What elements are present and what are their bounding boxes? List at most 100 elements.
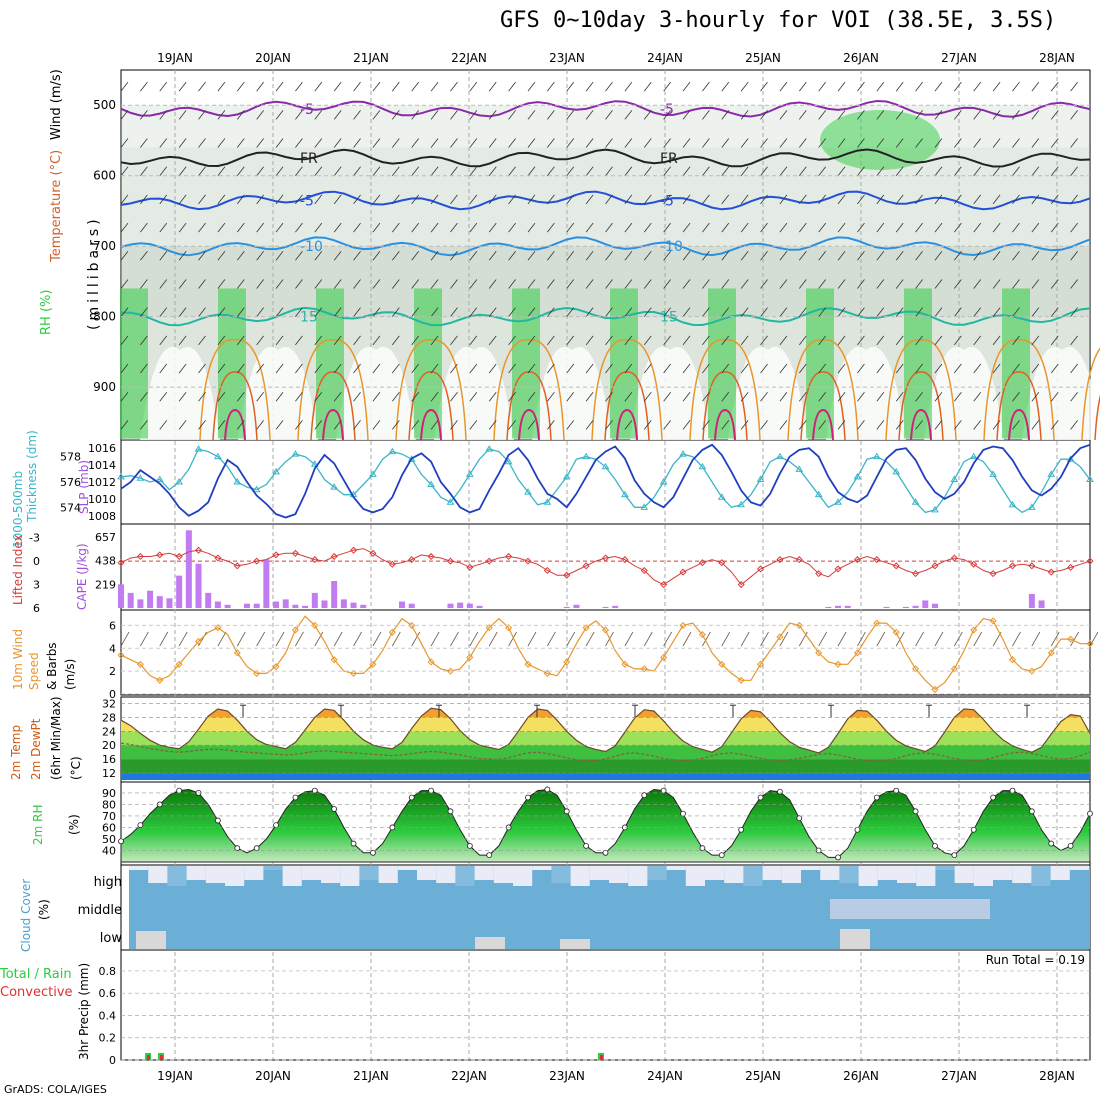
- wind-barb: [527, 307, 536, 317]
- wind-barb: [876, 307, 885, 317]
- wind-speed-point: [873, 619, 881, 627]
- wind-barb: [469, 222, 478, 233]
- wind-barb: [643, 251, 652, 261]
- wind-barb: [411, 307, 420, 317]
- panel-frame-precip: [120, 949, 1091, 1061]
- rh2m-point: [214, 817, 221, 824]
- wind-barb: [353, 363, 361, 374]
- wind-barb: [992, 251, 1001, 261]
- wind-barb: [585, 194, 594, 205]
- wind-barb: [663, 307, 671, 317]
- wind-barb: [469, 335, 478, 346]
- wind-barb: [643, 81, 652, 92]
- cape-bar: [602, 606, 609, 608]
- lifted-index-point: [446, 557, 454, 565]
- wind-barb: [973, 251, 982, 261]
- isotherm-label: 15: [300, 310, 318, 326]
- temp-color-band: [121, 745, 1090, 760]
- wind-barb: [954, 420, 962, 430]
- wind-barb: [1031, 307, 1040, 317]
- wind10-barb: [391, 631, 401, 647]
- wind-barb: [411, 363, 420, 374]
- wind-barb: [450, 420, 458, 430]
- date-label-bottom: 28JAN: [1039, 1069, 1075, 1083]
- wind-barb: [469, 166, 478, 176]
- cloud-high-gap: [378, 866, 398, 883]
- wind-barb: [876, 391, 885, 402]
- wind10-barb: [488, 631, 498, 647]
- wind-barb: [1070, 420, 1078, 430]
- thickness-point: [872, 452, 881, 460]
- wind-barb: [895, 420, 904, 430]
- wind-barb: [1031, 391, 1040, 402]
- rh2m-tick: 90: [102, 787, 116, 800]
- rh2m-point: [854, 826, 861, 833]
- wind-barb: [895, 166, 904, 176]
- thickness-axis-label: Thickness (dm): [25, 430, 39, 523]
- wind-barb: [779, 251, 788, 261]
- wind-barb: [1070, 335, 1078, 346]
- wind10-barb: [1070, 631, 1079, 647]
- wind-barb: [217, 110, 226, 120]
- temp-color-band: [121, 759, 1090, 774]
- rh2m-point: [408, 794, 415, 801]
- temp-tick: 12: [102, 767, 116, 780]
- rh2m-point: [583, 842, 590, 849]
- wind-barb: [566, 335, 575, 346]
- wind-barb: [643, 110, 652, 120]
- wind10-axis-label: & Barbs: [45, 642, 59, 690]
- cloud-high-gap: [954, 866, 974, 883]
- wind10-barb: [1050, 631, 1060, 647]
- cloud-high-gap: [647, 866, 667, 880]
- wind-barb: [236, 222, 245, 233]
- wind-barb: [682, 194, 691, 205]
- rh2m-tick: 70: [102, 810, 116, 823]
- dry-tongue: [728, 346, 808, 440]
- wind-barb: [178, 251, 187, 261]
- wind-barb: [488, 166, 497, 176]
- wind-speed-point: [388, 628, 396, 636]
- wind-speed-point: [272, 663, 280, 671]
- cape-bar: [243, 603, 250, 608]
- thickness-point: [989, 470, 997, 477]
- wind-barb: [643, 391, 652, 402]
- cloud-axis-label: Cloud Cover: [19, 879, 33, 952]
- wind-barb: [430, 363, 439, 374]
- wind-barb: [120, 194, 129, 205]
- lifted-index-point: [330, 552, 338, 560]
- cape-bar: [195, 563, 202, 608]
- rh2m-point: [777, 788, 783, 795]
- wind-barb: [740, 251, 749, 261]
- wind-barb: [992, 194, 1001, 205]
- wind-barb: [663, 166, 671, 176]
- cape-tick: 657: [95, 531, 116, 544]
- cloud-high-gap: [993, 866, 1013, 880]
- wind-barb: [256, 110, 264, 120]
- lifted-index-point: [388, 560, 396, 568]
- rh-moist-column: [806, 288, 834, 439]
- wind-barb: [605, 363, 613, 374]
- credit-text: GrADS: COLA/IGES: [4, 1083, 107, 1096]
- cloud-high-gap: [973, 866, 993, 886]
- cape-bar: [883, 606, 890, 608]
- cape-bar: [205, 592, 212, 608]
- rh-moist-column: [1002, 288, 1030, 439]
- rh2m-axis-label: (%): [67, 814, 81, 835]
- isotherm-line: [120, 99, 1091, 118]
- wind-barb: [702, 335, 710, 346]
- wind-barb: [585, 363, 594, 374]
- wind-barb: [605, 391, 613, 402]
- wind-speed-point: [446, 667, 454, 675]
- wind-barb: [488, 279, 497, 289]
- thickness-point: [931, 505, 939, 513]
- wind-barb: [275, 110, 284, 120]
- wind10-barb: [566, 631, 576, 647]
- wind10-barb: [740, 631, 750, 647]
- wind-barb: [275, 335, 284, 346]
- temp-tick: 16: [102, 753, 116, 766]
- wind-speed-point: [912, 665, 920, 673]
- thickness-tick: 578: [60, 451, 81, 464]
- lifted-index-point: [834, 565, 842, 573]
- precip-conv-label: Convective: [0, 985, 73, 1000]
